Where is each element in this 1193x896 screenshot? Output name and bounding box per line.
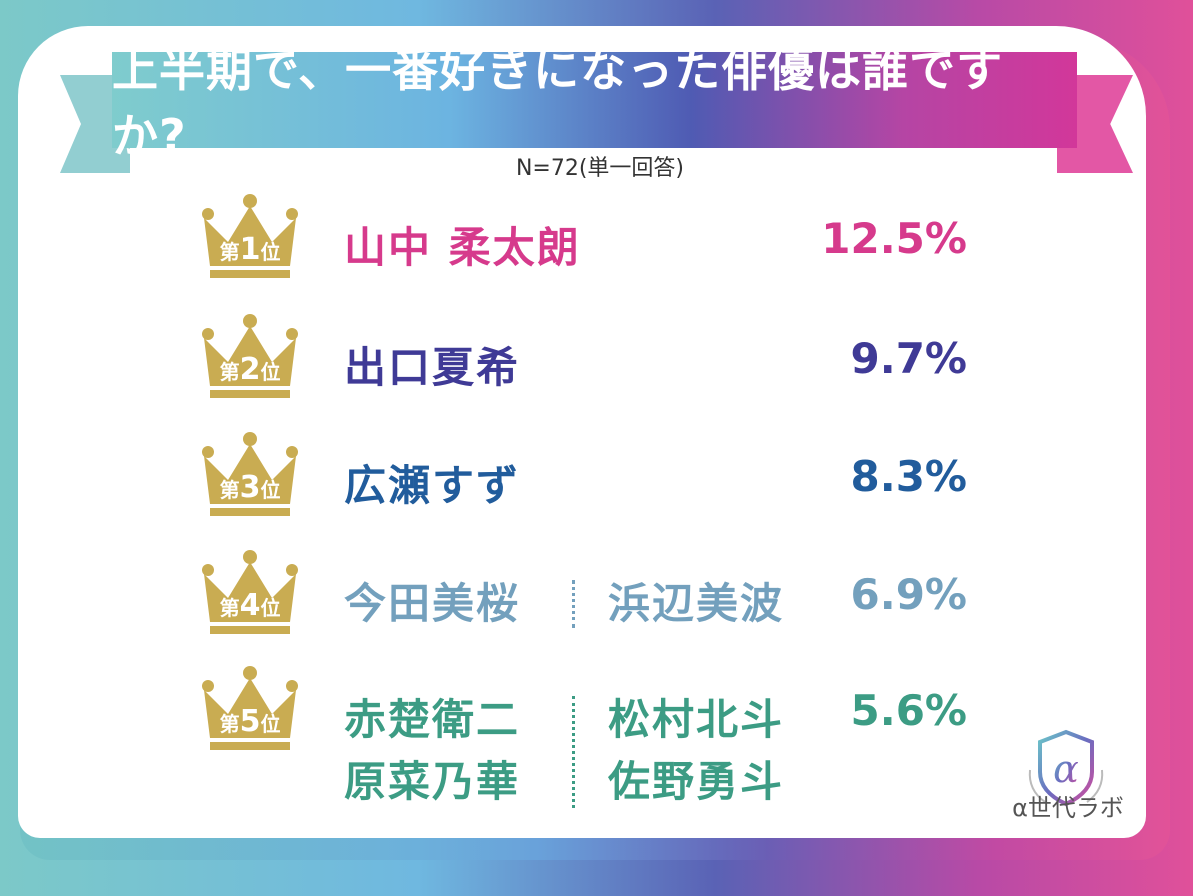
rank-row-3: 第3位 広瀬すず 8.3% [0,430,1193,540]
rank-number: 1 [239,232,261,267]
percentage-value: 9.7% [850,334,967,383]
actor-name: 松村北斗 [608,695,785,744]
crown-icon [202,314,298,398]
rank-number: 4 [239,588,261,623]
rank-number: 2 [239,352,261,387]
percentage-value: 6.9% [850,570,967,619]
percentage-value: 8.3% [850,452,967,501]
rank-prefix: 第 [219,240,240,264]
crown-badge [200,312,300,398]
actor-name: 山中 柔太朗 [344,223,581,272]
rank-row-2: 第2位 出口夏希 9.7% [0,312,1193,422]
rank-row-1: 第1位 山中 柔太朗 12.5% [0,192,1193,302]
crown-badge [200,548,300,634]
percentage-value: 12.5% [821,214,967,263]
name-separator [572,696,575,808]
rank-prefix: 第 [219,360,240,384]
page-title: 上半期で、一番好きになった俳優は誰ですか? [112,43,1004,163]
percentage-value: 5.6% [850,686,967,735]
rank-prefix: 第 [219,712,240,736]
rank-prefix: 第 [219,478,240,502]
crown-badge [200,430,300,516]
rank-suffix: 位 [260,596,281,620]
actor-name: 出口夏希 [344,343,521,392]
rank-suffix: 位 [260,360,281,384]
title-ribbon [112,52,1077,148]
sample-size: N=72(単一回答) [515,156,685,181]
rank-suffix: 位 [260,478,281,502]
rank-suffix: 位 [260,712,281,736]
crown-icon [202,666,298,750]
actor-name: 今田美桜 [344,579,521,628]
rank-label: 第5位 [200,704,300,739]
rank-number: 5 [239,704,261,739]
crown-icon [202,432,298,516]
crown-icon [202,550,298,634]
rank-suffix: 位 [260,240,281,264]
actor-name: 佐野勇斗 [608,757,785,806]
crown-badge [200,192,300,278]
rank-label: 第2位 [200,352,300,387]
alpha-generation-lab-logo: α [1028,729,1104,807]
actor-name: 広瀬すず [344,461,521,510]
rank-label: 第4位 [200,588,300,623]
crown-icon [202,194,298,278]
rank-row-4: 第4位 今田美桜 浜辺美波 6.9% [0,548,1193,658]
actor-name: 赤楚衛二 [344,695,521,744]
logo-mark: α [1053,747,1079,791]
actor-name: 浜辺美波 [608,579,785,628]
logo-text: α世代ラボ [1012,794,1124,822]
rank-row-5: 第5位 赤楚衛二原菜乃華 松村北斗佐野勇斗 5.6% [0,664,1193,808]
rank-label: 第1位 [200,232,300,267]
actor-name: 原菜乃華 [344,757,521,806]
crown-badge [200,664,300,750]
rank-label: 第3位 [200,470,300,505]
rank-prefix: 第 [219,596,240,620]
rank-number: 3 [239,470,261,505]
name-separator [572,580,575,628]
